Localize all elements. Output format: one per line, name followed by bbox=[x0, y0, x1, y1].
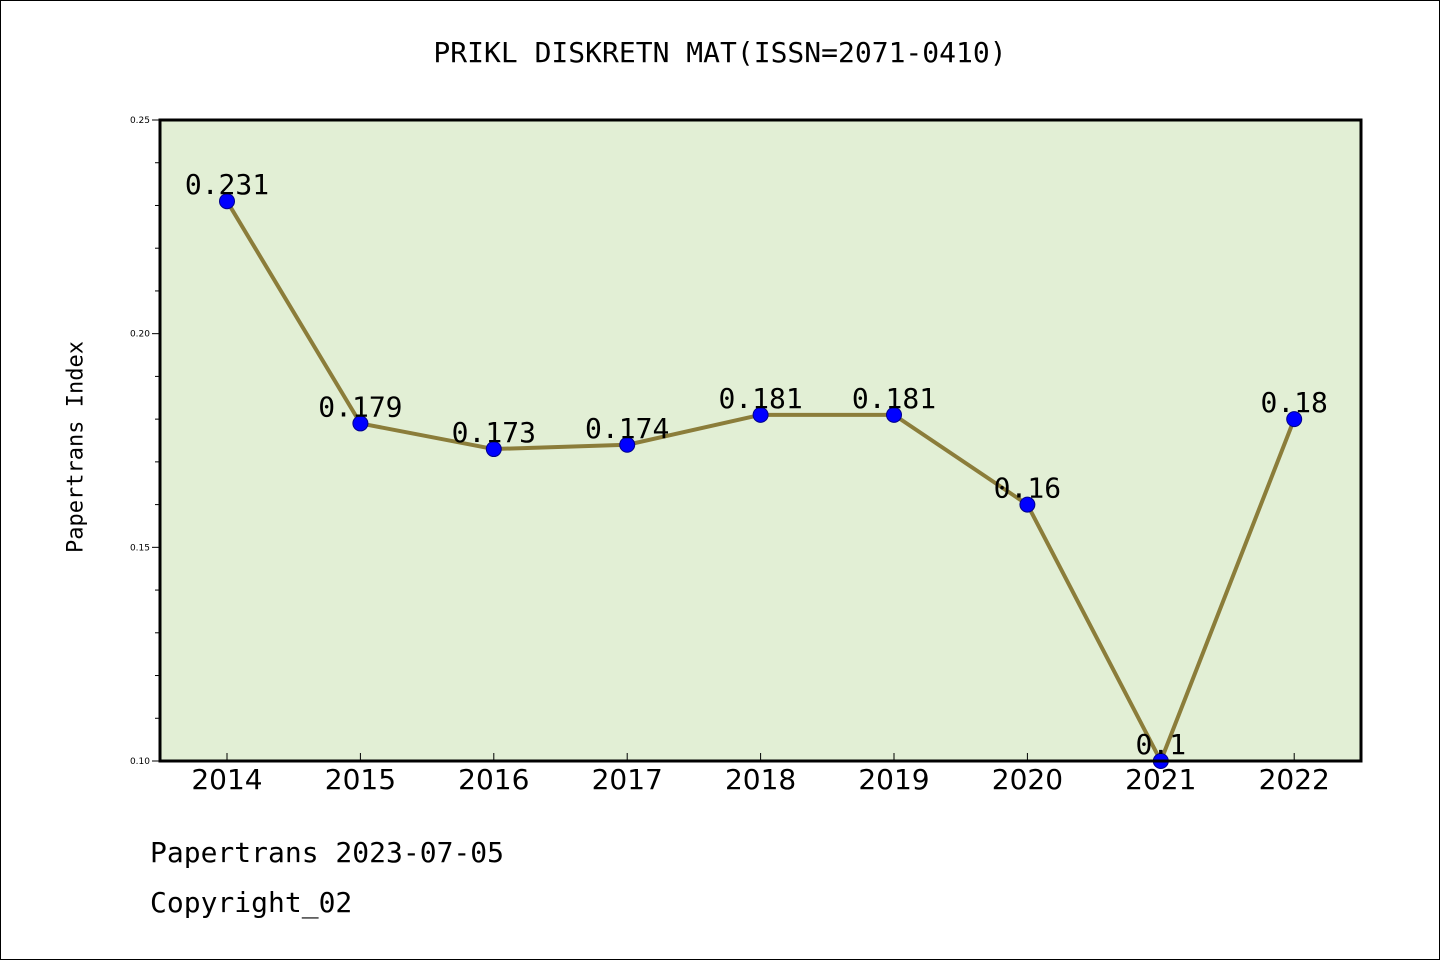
data-label: 0.181 bbox=[718, 382, 802, 415]
y-tick-label: 0.25 bbox=[130, 116, 150, 126]
data-label: 0.174 bbox=[585, 412, 669, 445]
data-labels: 0.231 0.179 0.173 0.174 0.181 0.181 0.16 0.1 0.1… bbox=[185, 168, 1328, 761]
x-tick-label: 2014 bbox=[191, 763, 262, 796]
data-label: 0.231 bbox=[185, 168, 269, 201]
y-tick-label: 0.15 bbox=[130, 543, 150, 553]
data-point bbox=[752, 406, 769, 423]
data-label: 0.18 bbox=[1260, 386, 1327, 419]
data-point bbox=[886, 406, 902, 423]
data-label: 0.181 bbox=[852, 382, 936, 415]
y-axis-ticks: 0.10 0.15 0.20 0.25 bbox=[130, 116, 160, 767]
data-label: 0.173 bbox=[452, 416, 536, 449]
data-point bbox=[485, 441, 502, 458]
data-point bbox=[1019, 496, 1036, 513]
data-label: 0.16 bbox=[994, 472, 1061, 505]
chart-title: PRIKL DISKRETN MAT(ISSN=2071-0410) bbox=[433, 36, 1007, 69]
data-label: 0.1 bbox=[1136, 728, 1187, 761]
x-axis-ticks: 2014 2015 2016 2017 2018 2019 2020 2021 2022 bbox=[191, 753, 1330, 796]
data-point bbox=[619, 436, 636, 453]
data-label: 0.179 bbox=[318, 390, 402, 423]
y-tick-label: 0.20 bbox=[130, 330, 150, 340]
x-tick-label: 2022 bbox=[1259, 763, 1330, 796]
data-point bbox=[1286, 411, 1303, 428]
x-tick-label: 2016 bbox=[458, 763, 529, 796]
x-tick-label: 2015 bbox=[325, 763, 396, 796]
footer-date: Papertrans 2023-07-05 bbox=[150, 836, 505, 869]
plot-border bbox=[158, 118, 1363, 763]
x-tick-label: 2020 bbox=[992, 763, 1063, 796]
x-tick-label: 2018 bbox=[725, 763, 796, 796]
x-tick-label: 2019 bbox=[858, 763, 929, 796]
data-point bbox=[352, 415, 369, 432]
y-tick-label: 0.10 bbox=[130, 757, 150, 767]
footer-copyright: Copyright_02 bbox=[150, 886, 353, 919]
data-point bbox=[219, 193, 235, 210]
plot-area bbox=[160, 120, 1361, 761]
x-tick-label: 2017 bbox=[592, 763, 663, 796]
